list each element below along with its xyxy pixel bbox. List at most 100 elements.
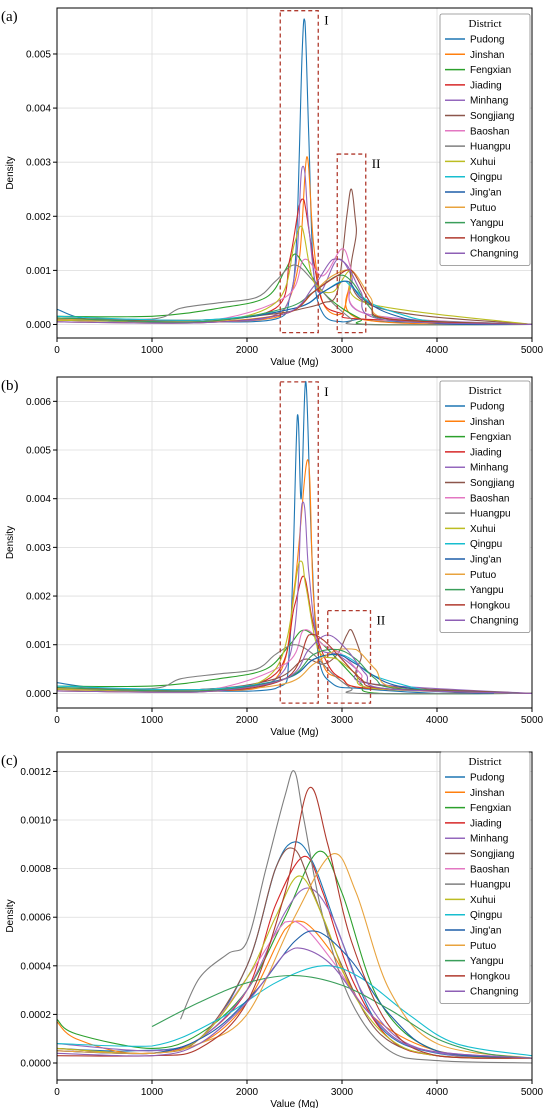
x-tick-label: 1000: [141, 1087, 164, 1098]
legend-entry: Putuo: [470, 570, 497, 581]
legend-box: [439, 380, 531, 633]
y-tick-label: 0.004: [26, 104, 51, 115]
series-lines: [57, 18, 532, 326]
region-box-2: [336, 153, 367, 334]
series-lines: [57, 381, 532, 695]
legend-entry: Changning: [470, 616, 518, 627]
series-line-pudong: [57, 381, 495, 695]
legend: District Pudong Jinshan Fengxian Jiading Minh…: [439, 380, 531, 633]
legend-entry: Pudong: [470, 35, 504, 46]
series-line-yangpu: [57, 648, 532, 694]
legend-entry: Pudong: [470, 773, 504, 784]
legend-entry: Qingpu: [470, 172, 502, 183]
legend-entry: Songjiang: [470, 478, 514, 489]
y-axis-label: Density: [5, 156, 16, 189]
region-label-2: II: [377, 613, 386, 628]
series-lines: [57, 770, 532, 1064]
x-tick-label: 5000: [521, 345, 544, 356]
axes-frame: [56, 7, 533, 339]
x-axis-label: Value (Mg): [270, 357, 318, 368]
series-line-fengxian: [57, 253, 532, 326]
legend-entry: Putuo: [470, 941, 497, 952]
legend-entry: Changning: [470, 987, 518, 998]
series-line-huangpu: [180, 770, 532, 1064]
x-tick-label: 3000: [331, 345, 354, 356]
x-tick-label: 2000: [236, 715, 259, 726]
legend-entry: Changning: [470, 249, 518, 260]
panel-label: (a): [1, 9, 18, 25]
series-line-changning: [57, 947, 532, 1059]
region-box-1: [279, 10, 319, 334]
y-tick-label: 0.002: [26, 592, 51, 603]
y-tick-label: 0.004: [26, 494, 51, 505]
legend-entry: Jing'an: [470, 926, 501, 937]
x-tick-label: 3000: [331, 715, 354, 726]
x-tick-label: 1000: [141, 715, 164, 726]
y-tick-label: 0.005: [26, 446, 51, 457]
legend-entry: Pudong: [470, 402, 504, 413]
legend-entry: Hongkou: [470, 971, 510, 982]
y-axis-label: Density: [5, 526, 16, 559]
y-tick-label: 0.000: [26, 320, 51, 331]
y-tick-label: 0.000: [26, 689, 51, 700]
x-tick-label: 4000: [426, 715, 449, 726]
legend-entry: Jing'an: [470, 188, 501, 199]
y-tick-label: 0.0010: [20, 816, 51, 827]
legend-entry: Fengxian: [470, 432, 511, 443]
y-tick-label: 0.005: [26, 49, 51, 60]
legend-entry: Xuhui: [470, 895, 496, 906]
legend-entry: Jinshan: [470, 788, 504, 799]
legend-entry: Hongkou: [470, 600, 510, 611]
legend-entry: Songjiang: [470, 849, 514, 860]
series-line-qingpu: [57, 965, 532, 1057]
y-tick-label: 0.0012: [20, 767, 51, 778]
legend-entry: Minhang: [470, 96, 508, 107]
region-label-1: I: [324, 384, 328, 399]
x-tick-label: 1000: [141, 345, 164, 356]
y-tick-label: 0.003: [26, 543, 51, 554]
y-tick-label: 0.0000: [20, 1058, 51, 1069]
y-axis-label: Density: [5, 899, 16, 932]
legend-entry: Yangpu: [470, 218, 504, 229]
y-tick-label: 0.003: [26, 158, 51, 169]
legend-box: [439, 13, 531, 266]
y-tick-label: 0.001: [26, 266, 51, 277]
legend-entry: Songjiang: [470, 111, 514, 122]
y-tick-label: 0.001: [26, 640, 51, 651]
legend-title: District: [469, 18, 502, 30]
legend: District Pudong Jinshan Fengxian Jiading Minh…: [439, 751, 531, 1004]
legend-entry: Baoshan: [470, 493, 509, 504]
region-label-1: I: [324, 13, 328, 28]
series-line-hongkou: [57, 786, 532, 1059]
x-tick-label: 0: [54, 715, 60, 726]
series-line-yangpu: [151, 974, 532, 1059]
y-tick-label: 0.0004: [20, 961, 51, 972]
legend-title: District: [469, 385, 502, 397]
legend-entry: Jinshan: [470, 50, 504, 61]
x-tick-label: 3000: [331, 1087, 354, 1098]
region-box-2: [327, 609, 372, 704]
legend-entry: Jiading: [470, 80, 502, 91]
y-tick-label: 0.002: [26, 212, 51, 223]
axes-frame: [56, 751, 533, 1081]
legend-entry: Qingpu: [470, 539, 502, 550]
legend-entry: Jiading: [470, 447, 502, 458]
legend-title: District: [469, 756, 502, 768]
legend-entry: Xuhui: [470, 157, 496, 168]
legend-entry: Yangpu: [470, 956, 504, 967]
y-tick-label: 0.006: [26, 397, 51, 408]
series-line-hongkou: [57, 633, 532, 694]
x-tick-label: 4000: [426, 1087, 449, 1098]
legend-entry: Hongkou: [470, 233, 510, 244]
series-line-xuhui: [57, 875, 532, 1059]
legend-entry: Yangpu: [470, 585, 504, 596]
legend-entry: Jing'an: [470, 555, 501, 566]
chart-panel-3: 0 1000 2000 3000 4000 5000 0.0000 0.0002 0.0004 0…: [1, 751, 544, 1108]
x-tick-label: 5000: [521, 1087, 544, 1098]
legend-entry: Huangpu: [470, 142, 511, 153]
x-tick-label: 2000: [236, 345, 259, 356]
x-tick-label: 5000: [521, 715, 544, 726]
